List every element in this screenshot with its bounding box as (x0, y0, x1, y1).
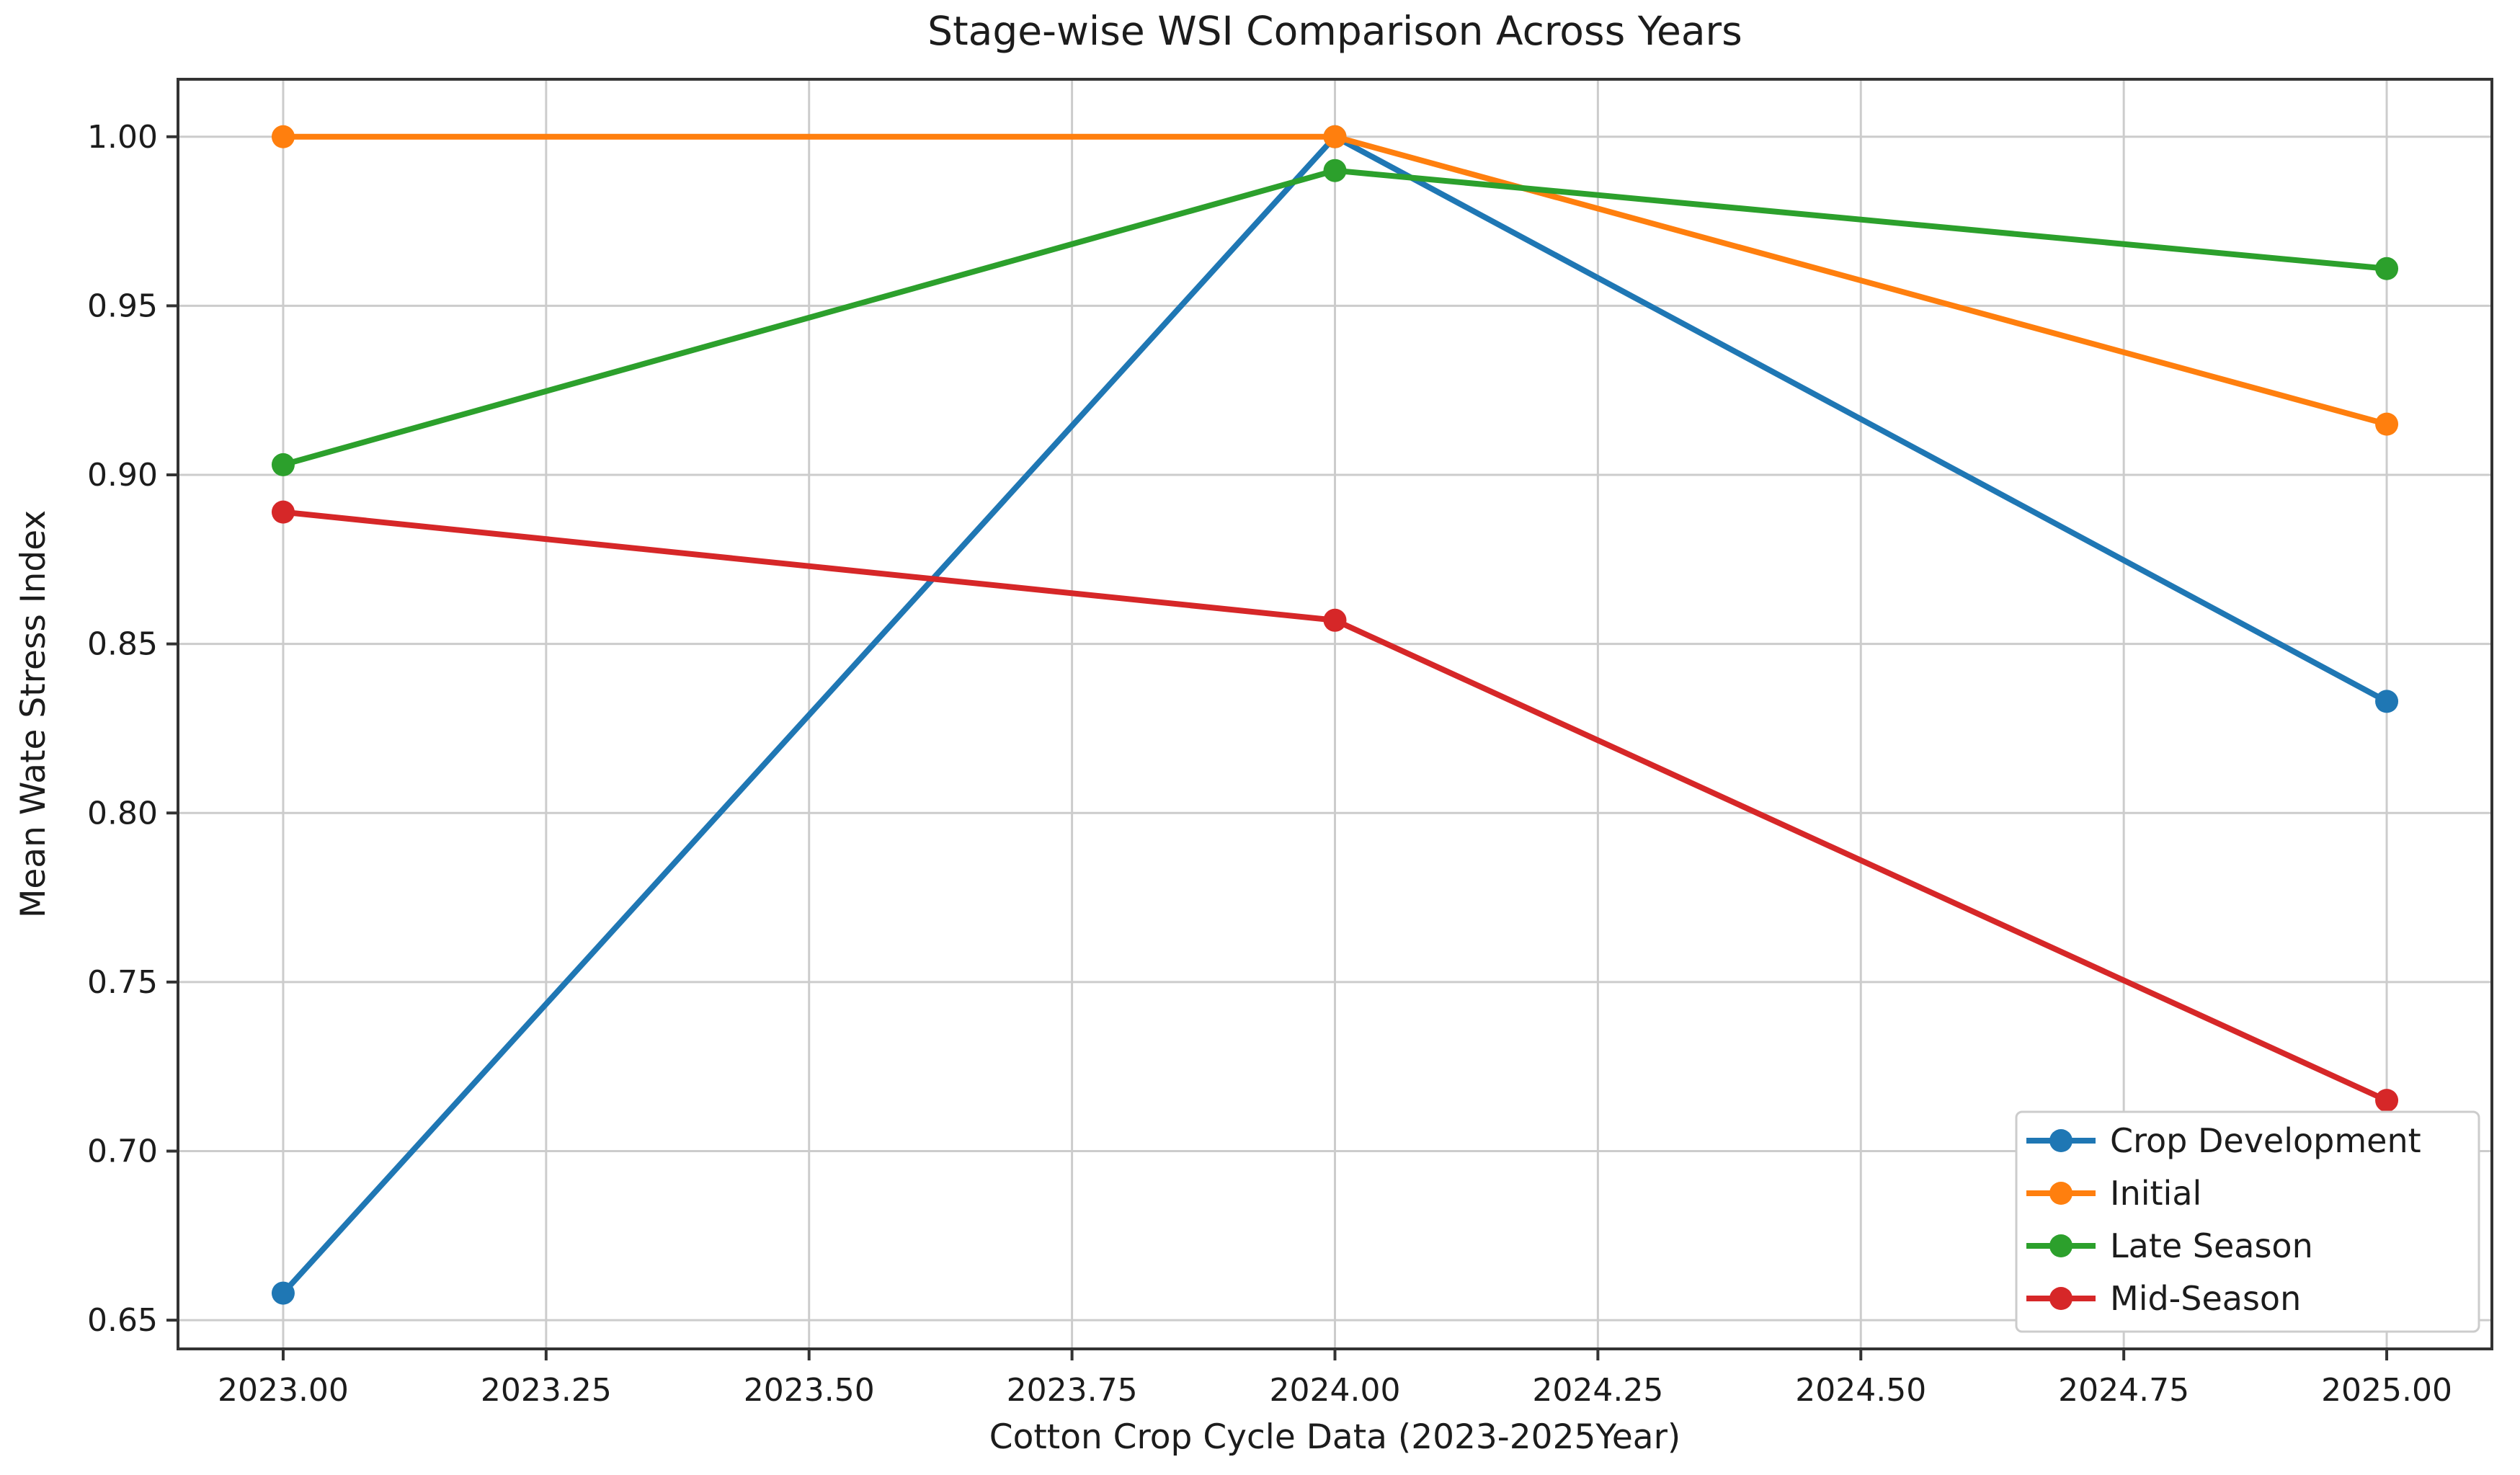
legend-marker (2049, 1182, 2072, 1205)
y-axis-label: Mean Wate Stress Index (14, 510, 53, 918)
y-tick-label: 0.65 (87, 1302, 158, 1339)
y-tick-label: 0.85 (87, 626, 158, 663)
legend-marker (2049, 1129, 2072, 1152)
y-tick-label: 0.75 (87, 964, 158, 1001)
series-mid-season (271, 500, 2399, 1113)
series-initial (271, 125, 2399, 436)
legend-entry-initial: Initial (2026, 1174, 2201, 1213)
y-tick-label: 1.00 (87, 119, 158, 156)
legend-marker (2049, 1234, 2072, 1257)
x-tick-label: 2023.75 (1007, 1372, 1138, 1409)
data-point-crop-development (2375, 690, 2399, 713)
y-axis: 0.65 0.70 0.75 0.80 0.85 0.90 0.95 1.00 (87, 119, 178, 1339)
x-tick-label: 2023.50 (744, 1372, 875, 1409)
legend-label: Mid-Season (2110, 1279, 2301, 1318)
legend-entry-crop-development: Crop Development (2026, 1121, 2421, 1160)
legend-label: Late Season (2110, 1226, 2313, 1265)
data-point-mid-season (2375, 1089, 2399, 1113)
data-point-mid-season (271, 500, 295, 524)
data-point-initial (1323, 125, 1347, 148)
x-tick-label: 2023.25 (481, 1372, 612, 1409)
x-axis-label: Cotton Crop Cycle Data (2023-2025Year) (989, 1417, 1680, 1457)
legend-box (2015, 1110, 2480, 1333)
data-point-mid-season (1323, 608, 1347, 632)
x-tick-label: 2023.00 (218, 1372, 349, 1409)
data-point-late-season (2375, 257, 2399, 280)
x-tick-label: 2025.00 (2321, 1372, 2452, 1409)
y-tick-label: 0.90 (87, 457, 158, 494)
x-axis: 2023.00 2023.25 2023.50 2023.75 2024.00 2024.… (218, 1349, 2452, 1409)
legend-entry-mid-season: Mid-Season (2026, 1279, 2301, 1318)
x-tick-label: 2024.50 (1795, 1372, 1926, 1409)
legend: Crop Development Initial Late Season Mid-Se… (2015, 1110, 2480, 1333)
legend-entry-late-season: Late Season (2026, 1226, 2313, 1265)
data-point-late-season (1323, 159, 1347, 182)
y-tick-label: 0.80 (87, 795, 158, 832)
data-point-late-season (271, 453, 295, 476)
series-late-season (271, 159, 2399, 476)
data-point-initial (2375, 412, 2399, 436)
data-point-initial (271, 125, 295, 148)
chart-title: Stage-wise WSI Comparison Across Years (927, 8, 1742, 54)
x-tick-label: 2024.00 (1270, 1372, 1401, 1409)
legend-marker (2049, 1287, 2072, 1310)
data-point-crop-development (271, 1281, 295, 1305)
x-tick-label: 2024.25 (1532, 1372, 1663, 1409)
y-tick-label: 0.70 (87, 1133, 158, 1169)
y-tick-label: 0.95 (87, 288, 158, 324)
x-tick-label: 2024.75 (2058, 1372, 2189, 1409)
legend-label: Crop Development (2110, 1121, 2421, 1160)
legend-label: Initial (2110, 1174, 2201, 1213)
